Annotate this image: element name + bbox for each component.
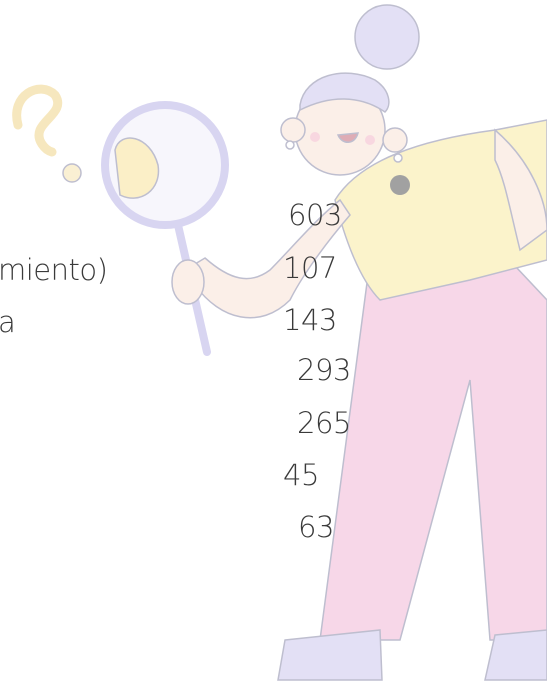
number: 293 [297,353,351,387]
left-text: a [0,305,16,339]
number: 265 [297,406,351,440]
left-text: miento) [0,253,108,287]
number: 603 [288,198,342,232]
number: 143 [283,303,337,337]
number: 107 [283,251,337,285]
number: 63 [298,510,334,544]
number: 45 [283,458,319,492]
